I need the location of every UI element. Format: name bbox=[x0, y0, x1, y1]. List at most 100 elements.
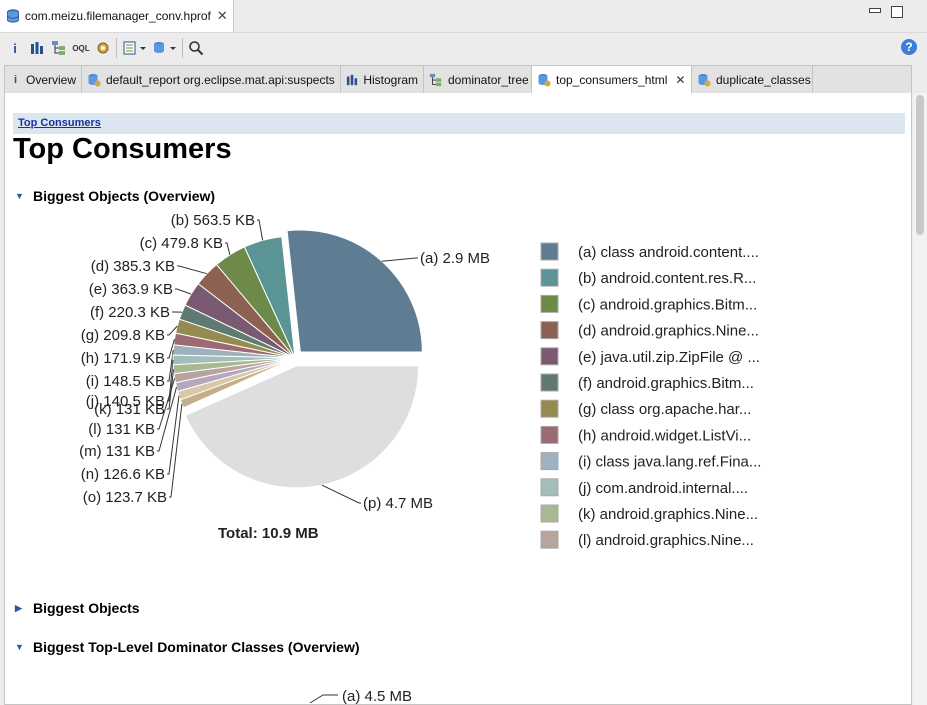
biggest-objects-pie-chart: (a) 2.9 MB (b) 563.5 KB (c) 479.8 KB (d) 38… bbox=[79, 212, 761, 549]
help-icon[interactable]: ? bbox=[901, 39, 917, 55]
tab-duplicate-classes[interactable]: duplicate_classes bbox=[692, 66, 813, 93]
slice-label: (b) 563.5 KB bbox=[171, 212, 255, 229]
slice-label: (f) 220.3 KB bbox=[90, 304, 170, 321]
slice-leader-line bbox=[309, 694, 338, 704]
tab-label: default_report org.eclipse.mat.api:suspe… bbox=[106, 72, 335, 87]
chevron-right-icon: ▶ bbox=[15, 602, 22, 613]
tab-overview[interactable]: i Overview bbox=[5, 66, 82, 93]
legend-swatch bbox=[540, 478, 559, 497]
slice-label: (o) 123.7 KB bbox=[83, 489, 167, 506]
slice-leader-line bbox=[167, 325, 178, 336]
toolbar: i OQL ? bbox=[0, 32, 927, 63]
tab-histogram[interactable]: Histogram bbox=[341, 66, 424, 93]
slice-leader-line bbox=[257, 219, 264, 241]
close-icon[interactable]: ✕ bbox=[675, 73, 686, 87]
maximize-button[interactable] bbox=[891, 6, 903, 18]
slice-leader-line bbox=[177, 265, 207, 275]
legend-swatch bbox=[540, 347, 559, 366]
section-title: Biggest Objects (Overview) bbox=[33, 188, 216, 204]
slice-label: (g) 209.8 KB bbox=[81, 327, 165, 344]
section-title: Biggest Top-Level Dominator Classes (Ove… bbox=[33, 639, 360, 655]
legend-swatch bbox=[540, 321, 559, 340]
close-icon[interactable]: ✕ bbox=[216, 8, 228, 23]
heap-dump-icon bbox=[7, 9, 19, 23]
slice-label: (h) 171.9 KB bbox=[81, 350, 165, 367]
section-biggest-objects[interactable]: ▶ Biggest Objects bbox=[15, 600, 140, 616]
report-icon bbox=[537, 73, 551, 87]
editor-file-name: com.meizu.filemanager_conv.hprof bbox=[25, 9, 211, 23]
legend-entry: (f) android.graphics.Bitm... bbox=[578, 375, 754, 392]
gear-icon[interactable] bbox=[94, 39, 112, 57]
tab-default-report[interactable]: default_report org.eclipse.mat.api:suspe… bbox=[82, 66, 341, 93]
slice-leader-line bbox=[167, 395, 180, 475]
minimize-button[interactable] bbox=[869, 8, 881, 13]
slice-label: (l) 131 KB bbox=[88, 421, 155, 438]
slice-label: (i) 148.5 KB bbox=[86, 373, 165, 390]
section-biggest-objects-overview[interactable]: ▼ Biggest Objects (Overview) bbox=[15, 188, 215, 204]
slice-leader-line bbox=[169, 403, 183, 498]
info-icon[interactable]: i bbox=[13, 40, 17, 56]
slice-label: (n) 126.6 KB bbox=[81, 466, 165, 483]
chevron-down-icon: ▼ bbox=[15, 191, 24, 201]
legend-entry: (h) android.widget.ListVi... bbox=[578, 427, 751, 444]
tab-label: Histogram bbox=[363, 72, 418, 87]
histogram-icon bbox=[346, 73, 358, 87]
legend-swatch bbox=[540, 294, 559, 313]
pie-slice bbox=[179, 357, 296, 409]
page-title: Top Consumers bbox=[13, 133, 232, 165]
dominator-tree-icon[interactable] bbox=[50, 39, 68, 57]
chevron-down-icon: ▼ bbox=[15, 642, 24, 652]
slice-label: (p) 4.7 MB bbox=[363, 495, 433, 512]
legend-entry: (b) android.content.res.R... bbox=[578, 270, 756, 287]
dominator-classes-pie-chart: (a) 4.5 MB bbox=[309, 688, 412, 705]
legend-entry: (e) java.util.zip.ZipFile @ ... bbox=[578, 349, 760, 366]
slice-label: (k) 131 KB bbox=[94, 401, 165, 418]
chart-total-label: Total: 10.9 MB bbox=[218, 525, 319, 542]
report-content: Top Consumers Top Consumers ▼ Biggest Ob… bbox=[4, 93, 912, 705]
slice-leader-line bbox=[157, 386, 178, 452]
slice-leader-line bbox=[321, 484, 361, 504]
run-report-icon[interactable] bbox=[122, 39, 148, 57]
legend-swatch bbox=[540, 530, 559, 549]
oql-icon[interactable]: OQL bbox=[72, 43, 90, 53]
tab-dominator-tree[interactable]: dominator_tree bbox=[424, 66, 532, 93]
search-icon[interactable] bbox=[187, 39, 205, 57]
legend-entry: (l) android.graphics.Nine... bbox=[578, 532, 754, 549]
query-browser-icon[interactable] bbox=[152, 39, 178, 57]
tab-label: duplicate_classes bbox=[716, 72, 811, 87]
slice-leader-line bbox=[157, 378, 176, 430]
tree-icon bbox=[429, 73, 443, 87]
legend-swatch bbox=[540, 268, 559, 287]
vertical-scrollbar[interactable] bbox=[913, 93, 927, 705]
slice-leader-line bbox=[175, 288, 192, 295]
legend-swatch bbox=[540, 504, 559, 523]
breadcrumb-link[interactable]: Top Consumers bbox=[18, 117, 101, 129]
tab-top-consumers-html[interactable]: top_consumers_html ✕ bbox=[532, 66, 692, 94]
slice-label: (m) 131 KB bbox=[79, 443, 155, 460]
tab-label: Overview bbox=[25, 72, 76, 87]
section-title: Biggest Objects bbox=[33, 600, 140, 616]
slice-label: (c) 479.8 KB bbox=[140, 235, 223, 252]
toolbar-separator bbox=[182, 38, 183, 58]
report-icon bbox=[697, 73, 711, 87]
pie-slice bbox=[286, 229, 423, 353]
legend-entry: (c) android.graphics.Bitm... bbox=[578, 296, 757, 313]
slice-label: (e) 363.9 KB bbox=[89, 281, 173, 298]
info-icon: i bbox=[13, 73, 18, 86]
section-dominator-classes-overview[interactable]: ▼ Biggest Top-Level Dominator Classes (O… bbox=[15, 639, 360, 655]
slice-leader-line bbox=[225, 242, 231, 255]
legend-swatch bbox=[540, 399, 559, 418]
slice-leader-line bbox=[167, 369, 175, 410]
legend-swatch bbox=[540, 452, 559, 471]
legend-entry: (a) class android.content.... bbox=[578, 244, 759, 261]
histogram-icon[interactable] bbox=[28, 39, 46, 57]
slice-label: (a) 4.5 MB bbox=[342, 688, 412, 705]
legend-entry: (k) android.graphics.Nine... bbox=[578, 506, 758, 523]
editor-file-tab[interactable]: com.meizu.filemanager_conv.hprof ✕ bbox=[0, 0, 234, 32]
slice-leader-line bbox=[381, 257, 418, 262]
legend-entry: (j) com.android.internal.... bbox=[578, 480, 748, 497]
report-icon bbox=[87, 73, 101, 87]
breadcrumb: Top Consumers bbox=[13, 113, 905, 134]
legend-swatch bbox=[540, 373, 559, 392]
scrollbar-thumb[interactable] bbox=[916, 95, 924, 235]
